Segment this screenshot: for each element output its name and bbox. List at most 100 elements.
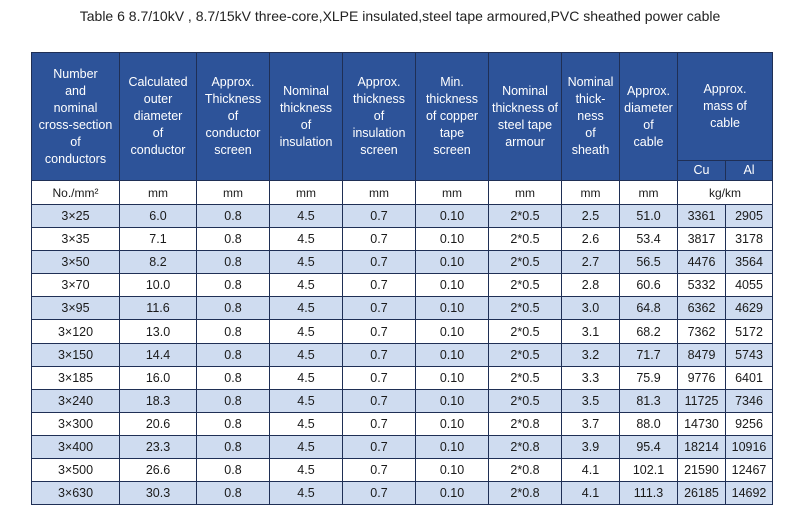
table-cell: 3817 [677,227,726,252]
header-insulation-screen: Approx. thickness of insulation screen [342,52,416,181]
header-line: screen [360,143,398,157]
table-row: 3×400 23.3 0.8 4.5 0.7 0.10 2*0.8 3.9 95.4 18214 1… [31,434,774,460]
header-cable-diameter: Approx. diameter of cable [619,52,678,181]
table-cell: 51.0 [619,203,678,229]
header-line: and [65,83,86,98]
table-cell: 4.5 [269,273,343,298]
header-line: of [585,126,596,140]
table-cell: 0.8 [196,388,270,413]
table-cell: 4.5 [269,250,343,275]
table-cell: 0.8 [196,227,270,252]
table-cell: 0.7 [342,227,416,252]
table-cell: 3.2 [561,342,620,367]
table-cell: 11725 [677,388,726,413]
table-cell: 111.3 [619,481,678,506]
table-cell: 23.3 [119,434,197,460]
header-line: cable [710,116,740,130]
header-line: conductor [205,126,261,140]
table-row: 3×500 26.6 0.8 4.5 0.7 0.10 2*0.8 4.1 102.1 21590… [31,458,774,483]
unit-cell: mm [619,180,678,205]
table-cell: 3.3 [561,365,620,390]
table-row: 3×120 13.0 0.8 4.5 0.7 0.10 2*0.5 3.1 68.2 7362 51… [31,319,774,344]
header-steel-tape: Nominal thickness of steel tape armour [488,52,562,181]
header-copper-tape: Min. thickness of copper tape screen [415,52,489,181]
table-cell: 0.8 [196,273,270,298]
table-cell: 0.10 [415,296,489,321]
table-cell: 0.7 [342,273,416,298]
table-cell: 0.7 [342,411,416,436]
table-cell: 12467 [724,458,774,483]
table-cell: 4.5 [269,388,343,413]
table-row: 3×95 11.6 0.8 4.5 0.7 0.10 2*0.5 3.0 64.8 6362 462… [31,296,774,321]
header-line: Calculated [128,75,188,89]
table-cell: 2.5 [561,203,620,229]
header-line: of [152,126,164,140]
header-line: of [70,134,81,149]
table-cell: 3×240 [31,388,120,413]
table-cell: 6.0 [119,203,197,229]
table-cell: 4.5 [269,481,343,506]
table-cell: 4.5 [269,411,343,436]
table-cell: 0.8 [196,203,270,229]
header-line: nominal [53,100,98,115]
table-cell: 0.7 [342,342,416,367]
table-cell: 4055 [724,273,774,298]
table-row: 3×25 6.0 0.8 4.5 0.7 0.10 2*0.5 2.5 51.0 3361 2905 [31,203,774,229]
unit-cell: mm [561,180,620,205]
table-cell: 2.8 [561,273,620,298]
table-cell: 3×25 [31,203,120,229]
data-body: 3×25 6.0 0.8 4.5 0.7 0.10 2*0.5 2.5 51.0 3361 2905… [31,203,774,506]
table-cell: 18214 [677,434,726,460]
table-cell: 11.6 [119,296,197,321]
header-line: conductors [44,151,107,166]
header-mass-cu: Cu [677,160,726,181]
header-line: Approx. [703,82,747,96]
table-cell: 3.0 [561,296,620,321]
table-cell: 13.0 [119,319,197,344]
header-line: sheath [571,143,610,157]
table-cell: 3×300 [31,411,120,436]
table-cell: 6401 [724,365,774,390]
table-cell: 53.4 [619,227,678,252]
table-cell: 0.8 [196,296,270,321]
header-line: of copper [425,109,479,123]
table-cell: 4.5 [269,434,343,460]
table-cell: 30.3 [119,481,197,506]
header-line: thick- [575,92,606,106]
header-line: of [227,109,239,123]
table-cell: 3×95 [31,296,120,321]
table-cell: 3.5 [561,388,620,413]
table-row: 3×50 8.2 0.8 4.5 0.7 0.10 2*0.5 2.7 56.5 4476 3564 [31,250,774,275]
table-cell: 71.7 [619,342,678,367]
unit-cell: kg/km [676,180,774,205]
cable-spec-table: Number and nominal cross-section of conductor… [31,52,774,506]
header-line: screen [214,143,252,157]
table-cell: 0.10 [415,250,489,275]
header-line: ness [577,109,604,123]
table-cell: 3×400 [31,434,120,460]
header-line: outer [143,92,173,106]
table-cell: 4.5 [269,227,343,252]
table-cell: 2*0.5 [488,319,562,344]
table-cell: 5743 [724,342,774,367]
table-row: 3×240 18.3 0.8 4.5 0.7 0.10 2*0.5 3.5 81.3 11725 7… [31,388,774,413]
table-cell: 4.5 [269,319,343,344]
table-cell: 2*0.8 [488,458,562,483]
units-row: No./mm² mm mm mm mm mm mm mm mm kg/km [31,180,774,205]
header-line: Number [53,66,98,81]
table-cell: 0.10 [415,273,489,298]
table-cell: 81.3 [619,388,678,413]
table-cell: 0.7 [342,388,416,413]
table-cell: 68.2 [619,319,678,344]
table-cell: 0.10 [415,481,489,506]
table-cell: 3×500 [31,458,120,483]
unit-cell: mm [342,180,416,205]
table-cell: 26.6 [119,458,197,483]
table-cell: 4629 [724,296,774,321]
table-cell: 3361 [677,203,726,229]
table-cell: 2*0.8 [488,411,562,436]
header-row: Number and nominal cross-section of conductor… [31,52,774,181]
table-row: 3×70 10.0 0.8 4.5 0.7 0.10 2*0.5 2.8 60.6 5332 405… [31,273,774,298]
table-cell: 0.10 [415,319,489,344]
table-cell: 14692 [724,481,774,506]
